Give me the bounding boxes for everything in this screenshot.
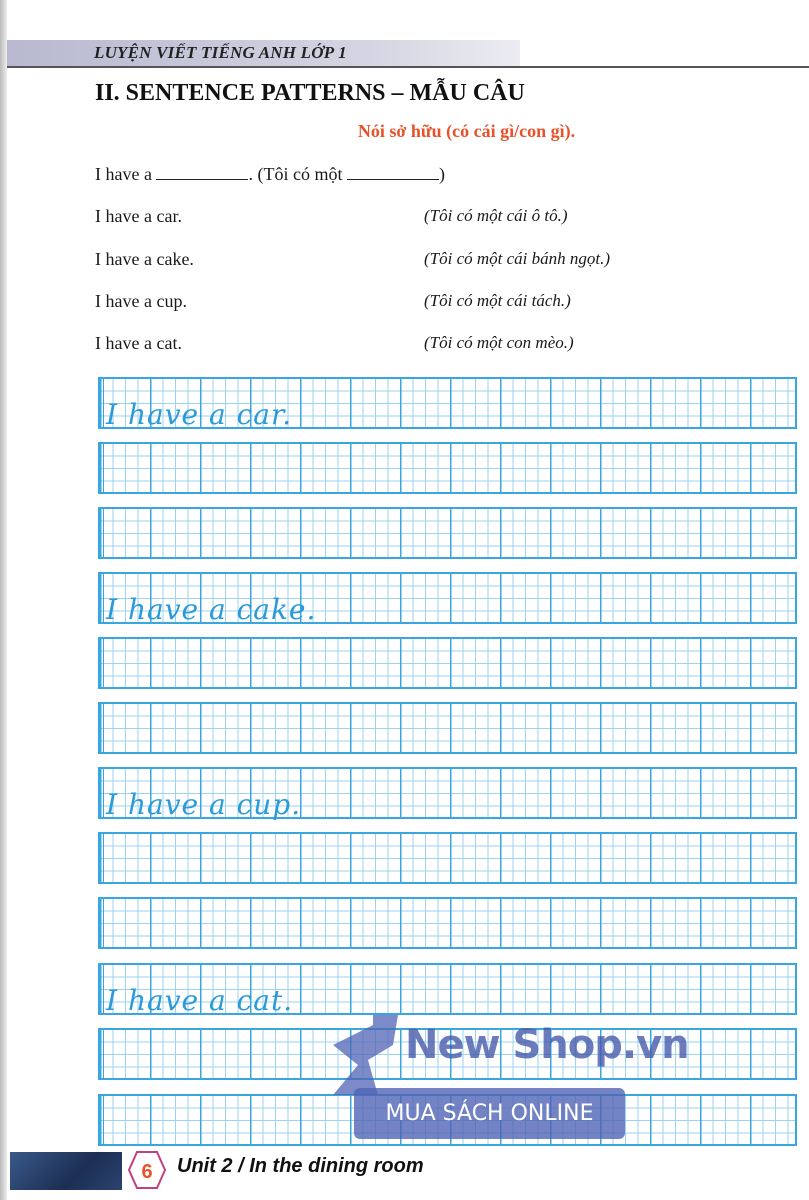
writing-grid-blank[interactable]	[98, 507, 797, 559]
header-divider	[7, 66, 809, 68]
writing-grid-blank[interactable]	[98, 832, 797, 884]
page-number-badge: 6	[127, 1151, 167, 1189]
writing-grid-blank[interactable]	[98, 702, 797, 754]
pattern-close: )	[438, 164, 445, 184]
writing-grid-model[interactable]: I have a car.	[98, 377, 797, 431]
model-sentence: I have a cat.	[106, 984, 294, 1017]
unit-title: Unit 2 / In the dining room	[177, 1155, 424, 1177]
book-title: LUYỆN VIẾT TIẾNG ANH LỚP 1	[94, 43, 347, 62]
newshop-logo-icon	[333, 1015, 398, 1095]
page-edge	[0, 0, 7, 1200]
writing-grid-blank[interactable]	[98, 897, 797, 949]
buy-online-button[interactable]: MUA SÁCH ONLINE	[354, 1088, 625, 1139]
example-en: I have a cup.	[95, 291, 187, 311]
pattern-prefix: I have a	[95, 164, 152, 184]
footer-band	[10, 1152, 122, 1190]
watermark-brand: New Shop.vn	[405, 1022, 690, 1068]
writing-grid-model[interactable]: I have a cup.	[98, 767, 797, 821]
example-en: I have a car.	[95, 206, 182, 226]
example-en: I have a cake.	[95, 249, 194, 269]
writing-grid-blank[interactable]	[98, 442, 797, 494]
section-title: II. SENTENCE PATTERNS – MẪU CÂU	[95, 80, 525, 106]
page-number: 6	[141, 1161, 152, 1183]
section-subtitle: Nói sở hữu (có cái gì/con gì).	[357, 121, 576, 141]
example-en: I have a cat.	[95, 333, 182, 353]
example-vi: (Tôi có một con mèo.)	[424, 333, 574, 352]
blank-en	[156, 165, 249, 180]
example-vi: (Tôi có một cái ô tô.)	[424, 206, 568, 225]
model-sentence: I have a cake.	[106, 593, 317, 626]
model-sentence: I have a cup.	[106, 788, 302, 821]
model-sentence: I have a car.	[106, 398, 293, 431]
writing-grid-blank[interactable]	[98, 637, 797, 689]
pattern-line: I have a . (Tôi có một )	[95, 164, 445, 185]
example-vi: (Tôi có một cái tách.)	[424, 291, 571, 310]
blank-vi	[346, 165, 439, 180]
writing-grid-model[interactable]: I have a cat.	[98, 963, 797, 1017]
writing-grid-model[interactable]: I have a cake.	[98, 572, 797, 626]
writing-grid-blank[interactable]	[98, 1028, 797, 1080]
header-band	[7, 40, 520, 66]
example-vi: (Tôi có một cái bánh ngọt.)	[424, 249, 611, 268]
pattern-suffix: . (Tôi có một	[248, 164, 343, 184]
